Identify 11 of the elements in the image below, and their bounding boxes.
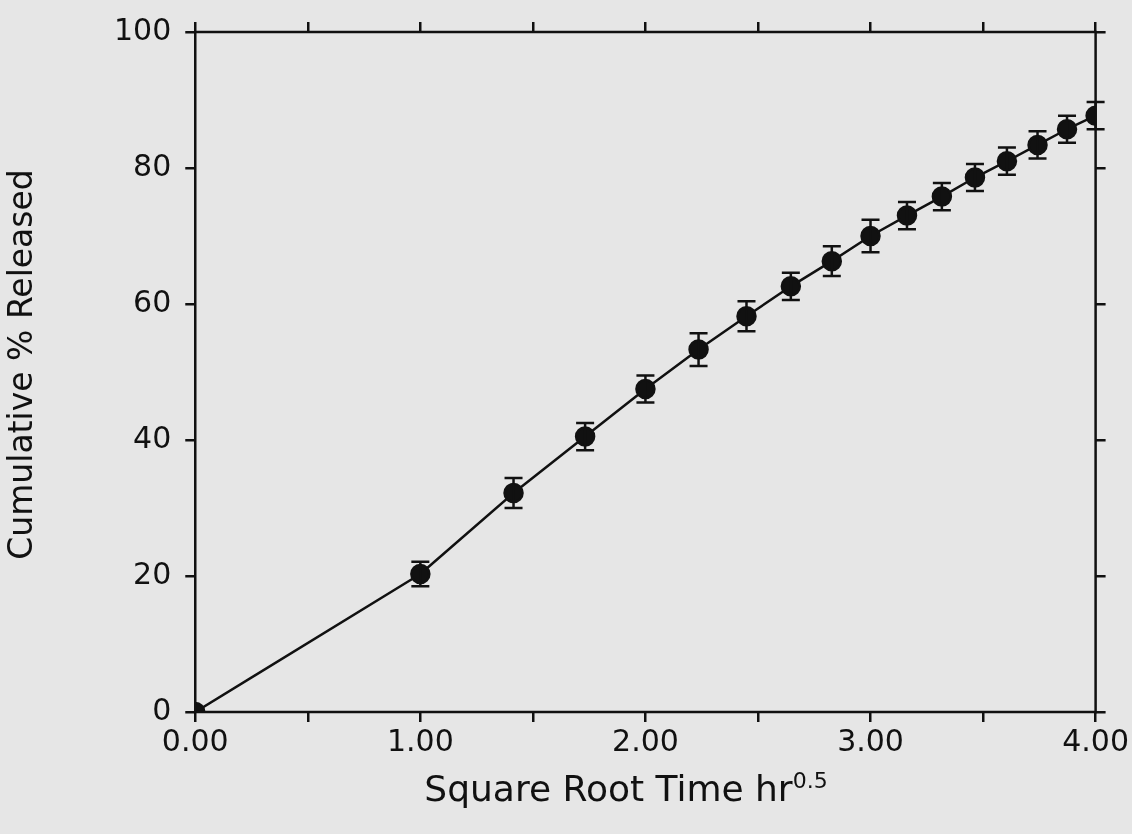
y-axis-title: Cumulative % Released [0,168,40,562]
x-tick-label: 2.00 [612,722,679,758]
y-tick-label: 60 [133,283,172,319]
x-tick-label: 1.00 [386,722,454,758]
x-tick-label: 4.00 [1062,722,1129,758]
y-tick-label: 20 [133,555,172,591]
x-axis-title: Square Root Time hr$^{0.5}$ [423,768,829,809]
x-tick-label: 3.00 [837,722,904,758]
y-tick-label: 100 [114,11,172,47]
y-tick-label: 80 [133,147,172,183]
y-tick-label: 40 [133,419,172,455]
